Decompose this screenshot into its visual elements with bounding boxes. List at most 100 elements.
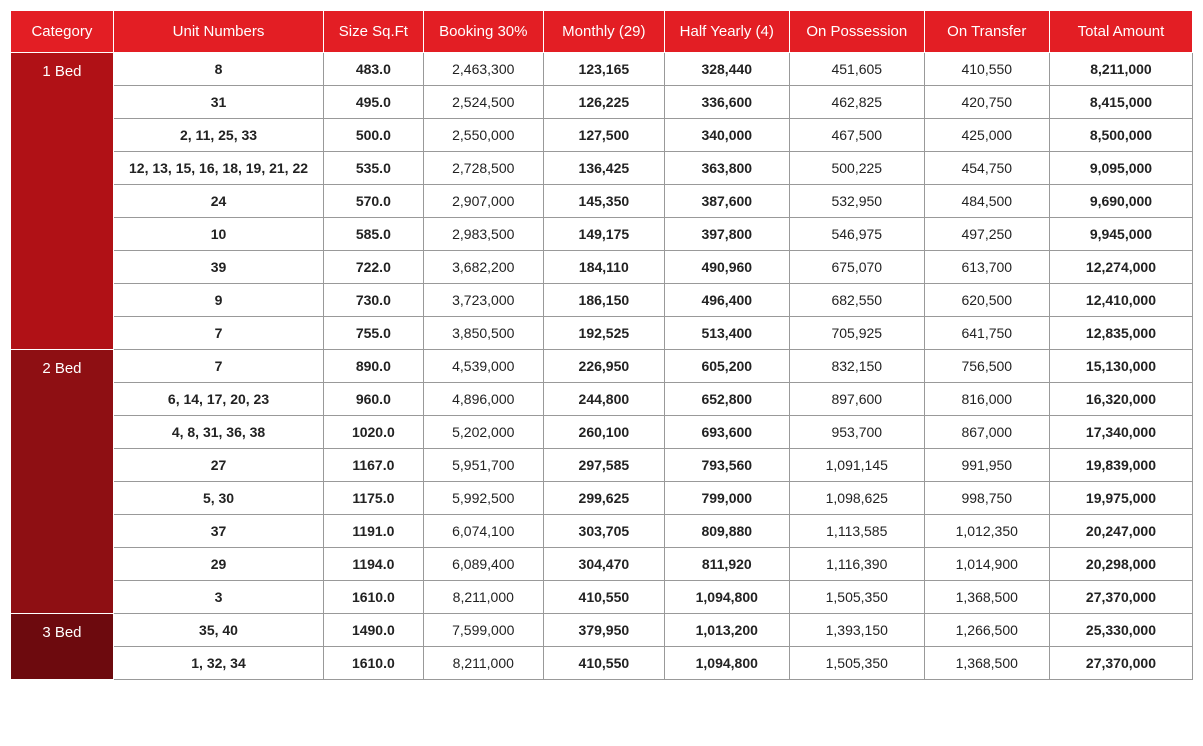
cell-value: 620,500 xyxy=(961,292,1012,308)
cell-value: 6,074,100 xyxy=(452,523,514,539)
data-cell: 149,175 xyxy=(544,218,665,251)
cell-value: 184,110 xyxy=(579,259,629,275)
data-cell: 145,350 xyxy=(544,185,665,218)
data-cell: 1610.0 xyxy=(324,647,423,680)
column-header: Monthly (29) xyxy=(544,11,665,53)
cell-value: 675,070 xyxy=(831,259,882,275)
data-cell: 410,550 xyxy=(544,581,665,614)
cell-value: 1610.0 xyxy=(352,589,395,605)
cell-value: 5,202,000 xyxy=(452,424,514,440)
data-cell: 1,094,800 xyxy=(664,581,789,614)
cell-value: 2,728,500 xyxy=(452,160,514,176)
column-header: Unit Numbers xyxy=(113,11,323,53)
cell-value: 535.0 xyxy=(356,160,391,176)
table-row: 5, 301175.05,992,500299,625799,0001,098,… xyxy=(11,482,1193,515)
data-cell: 462,825 xyxy=(789,86,924,119)
data-cell: 5,992,500 xyxy=(423,482,544,515)
cell-value: 811,920 xyxy=(702,556,752,572)
data-cell: 15,130,000 xyxy=(1049,350,1192,383)
data-cell: 1020.0 xyxy=(324,416,423,449)
data-cell: 3,850,500 xyxy=(423,317,544,350)
column-header-label: Monthly (29) xyxy=(562,23,645,40)
cell-value: 410,550 xyxy=(579,655,630,671)
cell-value: 5,951,700 xyxy=(452,457,514,473)
cell-value: 1,116,390 xyxy=(826,556,887,572)
data-cell: 5,202,000 xyxy=(423,416,544,449)
data-cell: 340,000 xyxy=(664,119,789,152)
cell-value: 867,000 xyxy=(961,424,1012,440)
data-cell: 513,400 xyxy=(664,317,789,350)
data-cell: 363,800 xyxy=(664,152,789,185)
data-cell: 1,113,585 xyxy=(789,515,924,548)
cell-value: 1490.0 xyxy=(352,622,395,638)
cell-value: 12,274,000 xyxy=(1086,259,1156,275)
data-cell: 1,014,900 xyxy=(924,548,1049,581)
data-cell: 27 xyxy=(113,449,323,482)
data-cell: 8,415,000 xyxy=(1049,86,1192,119)
data-cell: 8,211,000 xyxy=(423,647,544,680)
data-cell: 12,410,000 xyxy=(1049,284,1192,317)
column-header-label: Size Sq.Ft xyxy=(339,23,408,40)
data-cell: 299,625 xyxy=(544,482,665,515)
data-cell: 500,225 xyxy=(789,152,924,185)
category-cell: 1 Bed xyxy=(11,53,114,350)
cell-value: 1,368,500 xyxy=(956,589,1018,605)
cell-value: 8,500,000 xyxy=(1090,127,1152,143)
cell-value: 363,800 xyxy=(701,160,752,176)
data-cell: 4,539,000 xyxy=(423,350,544,383)
cell-value: 8,211,000 xyxy=(453,589,514,605)
cell-value: 799,000 xyxy=(701,490,752,506)
cell-value: 12, 13, 15, 16, 18, 19, 21, 22 xyxy=(129,160,308,176)
column-header: On Possession xyxy=(789,11,924,53)
cell-value: 410,550 xyxy=(961,61,1012,77)
data-cell: 809,880 xyxy=(664,515,789,548)
cell-value: 9,945,000 xyxy=(1090,226,1152,242)
data-cell: 613,700 xyxy=(924,251,1049,284)
cell-value: 304,470 xyxy=(579,556,630,572)
data-cell: 953,700 xyxy=(789,416,924,449)
cell-value: 3,850,500 xyxy=(452,325,514,341)
cell-value: 1,505,350 xyxy=(826,589,888,605)
cell-value: 126,225 xyxy=(579,94,630,110)
cell-value: 451,605 xyxy=(831,61,882,77)
cell-value: 1,013,200 xyxy=(696,622,758,638)
data-cell: 897,600 xyxy=(789,383,924,416)
cell-value: 12,410,000 xyxy=(1086,292,1156,308)
cell-value: 299,625 xyxy=(579,490,630,506)
data-cell: 1,098,625 xyxy=(789,482,924,515)
cell-value: 4,539,000 xyxy=(452,358,514,374)
data-cell: 303,705 xyxy=(544,515,665,548)
cell-value: 513,400 xyxy=(701,325,752,341)
data-cell: 379,950 xyxy=(544,614,665,647)
cell-value: 5,992,500 xyxy=(452,490,514,506)
column-header-label: Total Amount xyxy=(1078,23,1165,40)
cell-value: 25,330,000 xyxy=(1086,622,1156,638)
data-cell: 811,920 xyxy=(664,548,789,581)
table-row: 271167.05,951,700297,585793,5601,091,145… xyxy=(11,449,1193,482)
cell-value: 483.0 xyxy=(356,61,391,77)
data-cell: 496,400 xyxy=(664,284,789,317)
data-cell: 328,440 xyxy=(664,53,789,86)
cell-value: 9 xyxy=(215,292,223,308)
cell-value: 1020.0 xyxy=(352,424,395,440)
table-row: 12, 13, 15, 16, 18, 19, 21, 22 535.0 2,728… xyxy=(11,152,1193,185)
pricing-table: CategoryUnit NumbersSize Sq.FtBooking 30… xyxy=(10,10,1193,680)
cell-value: 722.0 xyxy=(356,259,391,275)
cell-value: 2,463,300 xyxy=(452,61,514,77)
cell-value: 7 xyxy=(215,325,223,341)
cell-value: 960.0 xyxy=(356,391,391,407)
cell-value: 15,130,000 xyxy=(1086,358,1156,374)
data-cell: 17,340,000 xyxy=(1049,416,1192,449)
table-row: 3 Bed35, 401490.07,599,000379,9501,013,2… xyxy=(11,614,1193,647)
data-cell: 425,000 xyxy=(924,119,1049,152)
cell-value: 145,350 xyxy=(579,193,630,209)
cell-value: 1,393,150 xyxy=(826,622,888,638)
data-cell: 1191.0 xyxy=(324,515,423,548)
data-cell: 467,500 xyxy=(789,119,924,152)
data-cell: 244,800 xyxy=(544,383,665,416)
cell-value: 1,094,800 xyxy=(696,589,758,605)
cell-value: 890.0 xyxy=(356,358,391,374)
column-header-label: Booking 30% xyxy=(439,23,527,40)
column-header: Booking 30% xyxy=(423,11,544,53)
data-cell: 755.0 xyxy=(324,317,423,350)
